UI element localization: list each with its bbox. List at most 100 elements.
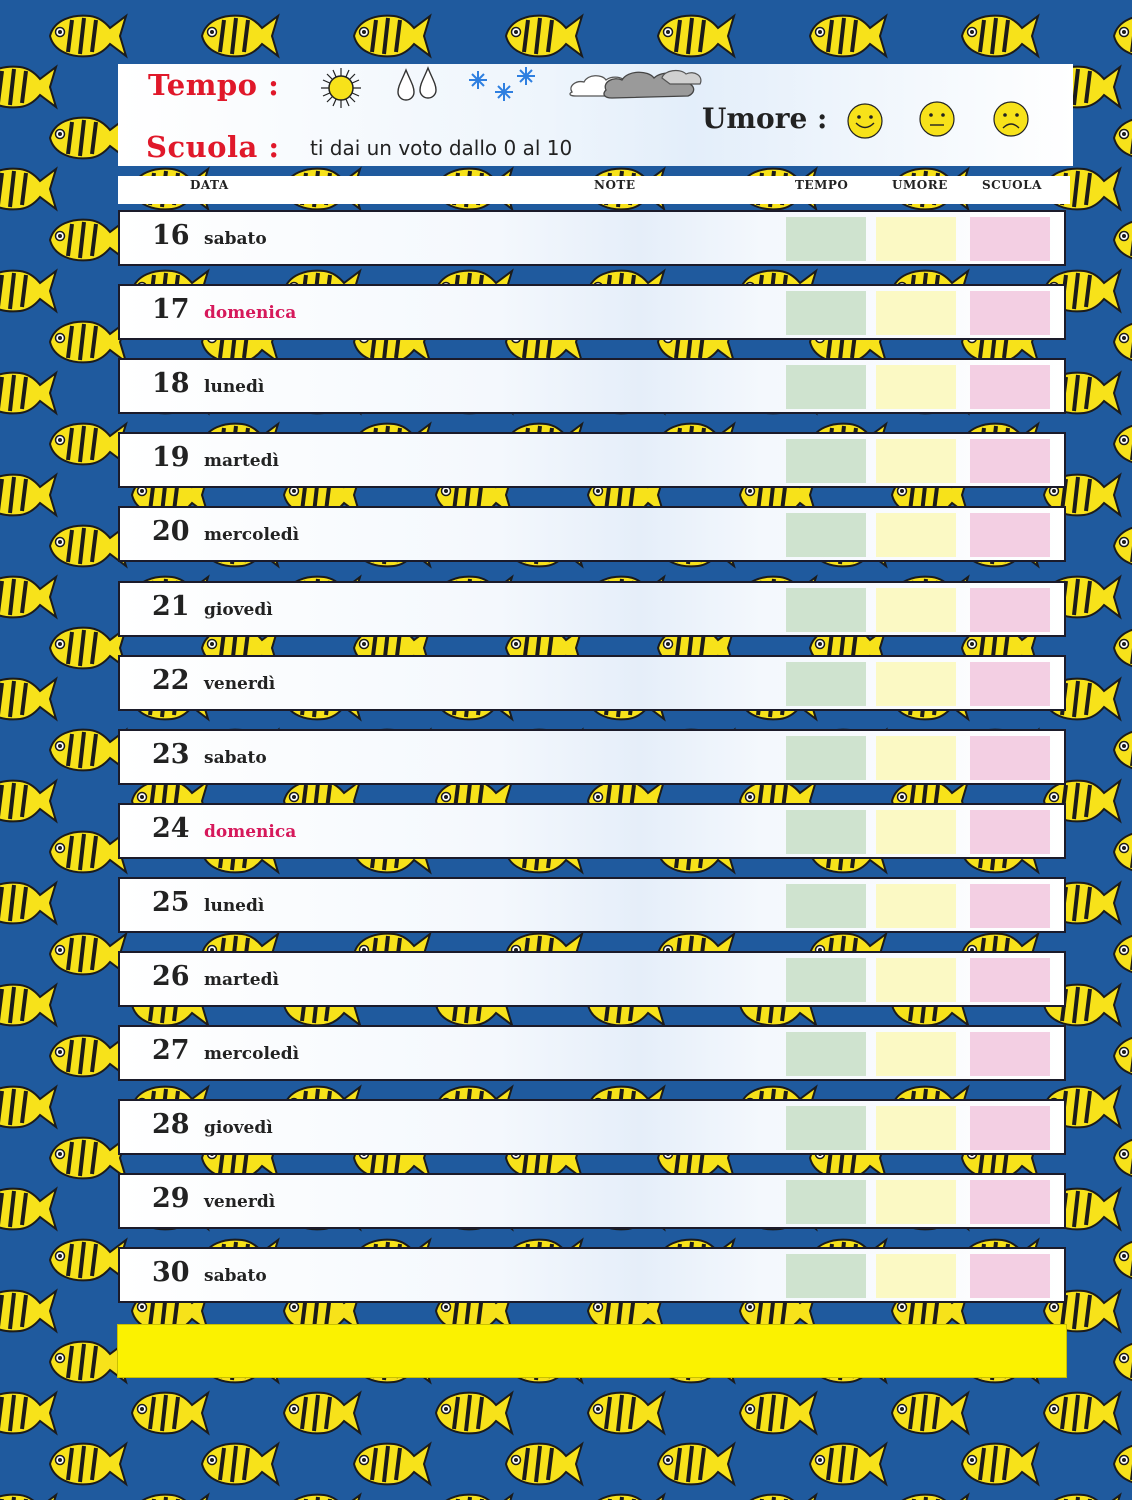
fish-icon [352,13,432,59]
neutral-face-icon [919,101,955,137]
fish-icon [130,1390,210,1436]
day-name: mercoledì [204,525,300,545]
fish-icon [0,268,58,314]
tempo-cell[interactable] [786,884,866,928]
fish-icon [48,1339,128,1385]
tempo-cell[interactable] [786,1254,866,1298]
column-header-data: DATA [190,178,229,192]
scuola-cell[interactable] [970,1106,1050,1150]
scuola-cell[interactable] [970,1254,1050,1298]
fish-icon [808,13,888,59]
day-name: venerdì [204,1192,276,1212]
tempo-cell[interactable] [786,513,866,557]
scuola-cell[interactable] [970,1180,1050,1224]
umore-cell[interactable] [876,588,956,632]
column-header-tempo: TEMPO [795,178,849,192]
day-row: 20 mercoledì [118,506,1066,562]
fish-icon [738,1492,818,1500]
fish-icon [0,1084,58,1130]
fish-icon [200,1441,280,1487]
day-number: 19 [152,442,190,473]
day-number: 29 [152,1183,190,1214]
day-name: sabato [204,229,267,249]
tempo-cell[interactable] [786,958,866,1002]
day-row: 21 giovedì [118,581,1066,637]
fish-icon [656,1441,736,1487]
scuola-description: ti dai un voto dallo 0 al 10 [310,136,573,160]
umore-cell[interactable] [876,1106,956,1150]
umore-cell[interactable] [876,217,956,261]
fish-icon [1112,319,1132,365]
umore-cell[interactable] [876,958,956,1002]
fish-icon [808,1441,888,1487]
fish-icon [1112,727,1132,773]
fish-icon [1112,931,1132,977]
fish-icon [1112,1237,1132,1283]
fish-icon [0,1390,58,1436]
scuola-cell[interactable] [970,291,1050,335]
fish-icon [0,1186,58,1232]
day-name: lunedì [204,896,265,916]
day-number: 27 [152,1035,190,1066]
umore-cell[interactable] [876,810,956,854]
umore-label: Umore : [702,102,828,135]
day-row: 22 venerdì [118,655,1066,711]
fish-icon [0,1288,58,1334]
umore-cell[interactable] [876,1032,956,1076]
fish-icon [1112,13,1132,59]
fish-icon [0,880,58,926]
fish-icon [0,1492,58,1500]
tempo-cell[interactable] [786,736,866,780]
scuola-cell[interactable] [970,884,1050,928]
umore-cell[interactable] [876,365,956,409]
umore-cell[interactable] [876,662,956,706]
scuola-cell[interactable] [970,365,1050,409]
day-name: martedì [204,970,279,990]
tempo-cell[interactable] [786,217,866,261]
scuola-cell[interactable] [970,958,1050,1002]
fish-icon [48,115,128,161]
day-row: 27 mercoledì [118,1025,1066,1081]
umore-cell[interactable] [876,1254,956,1298]
fish-icon [1112,421,1132,467]
scuola-cell[interactable] [970,1032,1050,1076]
day-name: domenica [204,303,297,323]
fish-icon [504,13,584,59]
umore-cell[interactable] [876,513,956,557]
fish-icon [48,931,128,977]
tempo-cell[interactable] [786,662,866,706]
tempo-cell[interactable] [786,365,866,409]
sad-face-icon [993,101,1029,137]
fish-icon [1112,115,1132,161]
scuola-cell[interactable] [970,662,1050,706]
tempo-cell[interactable] [786,1032,866,1076]
fish-icon [282,1390,362,1436]
day-name: sabato [204,748,267,768]
tempo-cell[interactable] [786,291,866,335]
scuola-cell[interactable] [970,217,1050,261]
umore-cell[interactable] [876,291,956,335]
fish-icon [960,1441,1040,1487]
tempo-cell[interactable] [786,1180,866,1224]
scuola-cell[interactable] [970,736,1050,780]
fish-icon [48,625,128,671]
scuola-cell[interactable] [970,588,1050,632]
scuola-cell[interactable] [970,513,1050,557]
umore-cell[interactable] [876,884,956,928]
clouds-icon [569,69,702,99]
fish-icon [0,676,58,722]
tempo-cell[interactable] [786,1106,866,1150]
scuola-cell[interactable] [970,439,1050,483]
umore-cell[interactable] [876,1180,956,1224]
tempo-cell[interactable] [786,588,866,632]
tempo-cell[interactable] [786,810,866,854]
tempo-cell[interactable] [786,439,866,483]
day-name: giovedì [204,1118,273,1138]
umore-cell[interactable] [876,736,956,780]
scuola-cell[interactable] [970,810,1050,854]
day-number: 21 [152,591,190,622]
fish-icon [1042,1492,1122,1500]
fish-icon [890,1492,970,1500]
fish-icon [200,13,280,59]
umore-cell[interactable] [876,439,956,483]
